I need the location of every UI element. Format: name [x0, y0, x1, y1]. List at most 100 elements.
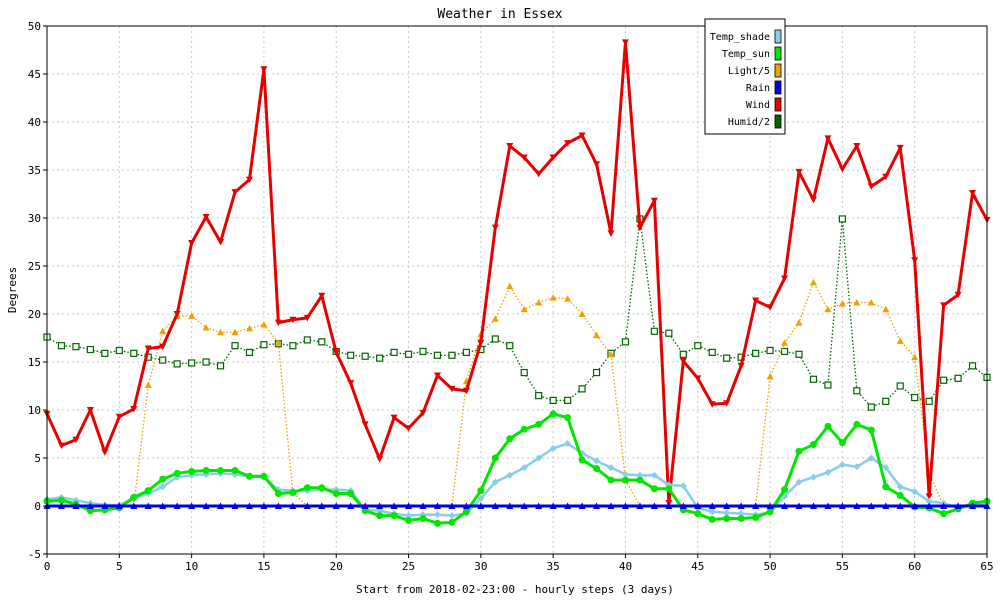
data-point: [954, 374, 962, 382]
data-point: [477, 339, 485, 347]
legend-swatch: [774, 114, 782, 129]
data-point: [809, 441, 817, 449]
data-point: [130, 502, 138, 509]
data-point: [202, 502, 210, 509]
data-point: [506, 502, 514, 509]
data-point: [867, 502, 875, 509]
data-point: [347, 351, 355, 359]
data-point: [260, 472, 268, 480]
data-point: [462, 348, 470, 356]
data-point: [766, 502, 774, 509]
y-tick-label: 0: [34, 500, 41, 513]
data-point: [303, 502, 311, 509]
data-point: [535, 170, 543, 178]
data-point: [838, 461, 846, 469]
data-point: [535, 298, 543, 306]
data-point: [694, 375, 702, 382]
data-point: [101, 349, 109, 357]
y-tick-label: 5: [34, 452, 41, 465]
data-point: [723, 502, 731, 509]
data-point: [809, 473, 817, 481]
data-point: [144, 487, 152, 495]
data-point: [260, 341, 268, 349]
x-tick-label: 55: [836, 560, 849, 573]
data-point: [911, 488, 919, 496]
data-point: [925, 497, 933, 505]
data-point: [795, 502, 803, 509]
data-point: [578, 132, 586, 139]
data-point: [809, 196, 817, 204]
data-point: [289, 489, 297, 497]
data-point: [795, 447, 803, 455]
plot-frame: [46, 25, 988, 555]
x-tick-labels: 0 5 10 15 20 25 30 35 40 45 50 55 60 65: [44, 554, 994, 573]
x-tick-label: 5: [116, 560, 123, 573]
data-point: [448, 385, 456, 393]
data-point: [318, 484, 326, 492]
data-point: [809, 375, 818, 383]
data-point: [723, 354, 731, 362]
data-point: [448, 351, 456, 359]
x-tick-label: 65: [980, 560, 993, 573]
data-point: [448, 502, 456, 509]
data-point: [593, 331, 601, 339]
x-tick-label: 30: [474, 560, 487, 573]
x-tick-label: 20: [330, 560, 343, 573]
data-point: [448, 518, 456, 526]
data-point: [867, 403, 875, 411]
data-point: [303, 314, 311, 322]
data-point: [115, 413, 123, 421]
data-point: [650, 502, 658, 509]
data-point: [795, 478, 803, 486]
data-point: [159, 327, 167, 335]
y-tick-label: 30: [28, 212, 41, 225]
data-point: [231, 502, 239, 509]
data-point: [564, 140, 572, 147]
data-point: [448, 512, 456, 520]
data-point: [578, 502, 586, 509]
data-point: [318, 338, 326, 346]
data-point: [86, 502, 94, 509]
data-point: [824, 305, 832, 313]
data-point: [607, 502, 615, 509]
legend-label: Wind: [746, 100, 770, 111]
data-point: [520, 464, 528, 472]
data-point: [665, 329, 673, 337]
y-tick-label: 20: [28, 308, 41, 321]
legend: Temp_shade Temp_sun Light/5 Rain Wind Humid/2: [704, 18, 786, 135]
data-point: [781, 275, 789, 282]
data-point: [911, 502, 919, 509]
x-tick-label: 35: [547, 560, 560, 573]
data-point: [896, 491, 904, 499]
data-point: [665, 502, 673, 509]
data-point: [231, 189, 239, 196]
data-point: [72, 436, 80, 444]
data-point: [578, 456, 586, 464]
data-point: [824, 468, 832, 476]
data-point: [245, 502, 253, 509]
data-point: [925, 397, 933, 405]
data-point: [376, 507, 384, 515]
x-tick-label: 15: [257, 560, 270, 573]
data-point: [491, 502, 499, 509]
y-tick-label: 35: [28, 164, 41, 177]
data-point: [506, 342, 514, 350]
data-point: [477, 487, 485, 495]
data-point: [260, 502, 268, 509]
data-point: [115, 502, 123, 509]
legend-label: Light/5: [728, 66, 770, 77]
data-point: [607, 230, 615, 237]
data-point: [723, 514, 731, 522]
data-point: [679, 482, 687, 490]
data-point: [766, 346, 774, 355]
data-point: [390, 512, 398, 520]
data-point: [925, 502, 933, 509]
data-point: [188, 502, 196, 509]
data-point: [159, 475, 167, 483]
data-point: [882, 397, 890, 405]
data-point: [867, 298, 875, 306]
data-point: [245, 176, 253, 184]
data-point: [564, 440, 572, 448]
data-point: [520, 305, 528, 313]
data-point: [506, 471, 514, 479]
